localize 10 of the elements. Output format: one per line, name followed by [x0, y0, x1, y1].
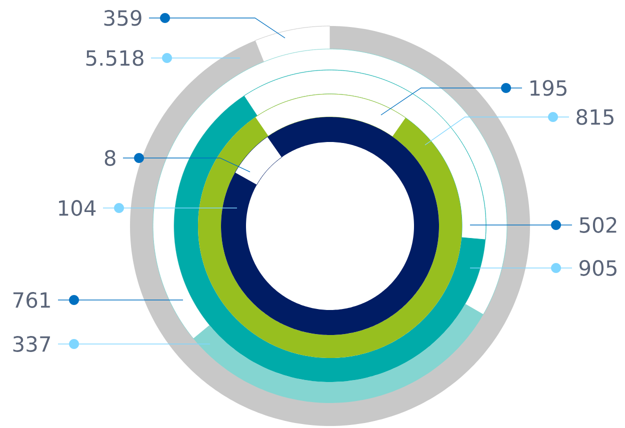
data-label: 502: [580, 217, 616, 233]
data-label: 104: [59, 200, 96, 216]
data-label: 5.518: [86, 50, 144, 66]
data-label: 761: [13, 292, 50, 308]
data-label: 337: [13, 336, 50, 352]
data-label: 8: [104, 150, 116, 166]
data-label: 905: [580, 260, 616, 276]
data-label: 195: [530, 80, 566, 96]
data-label: 815: [576, 109, 614, 125]
data-label: 359: [104, 10, 142, 26]
